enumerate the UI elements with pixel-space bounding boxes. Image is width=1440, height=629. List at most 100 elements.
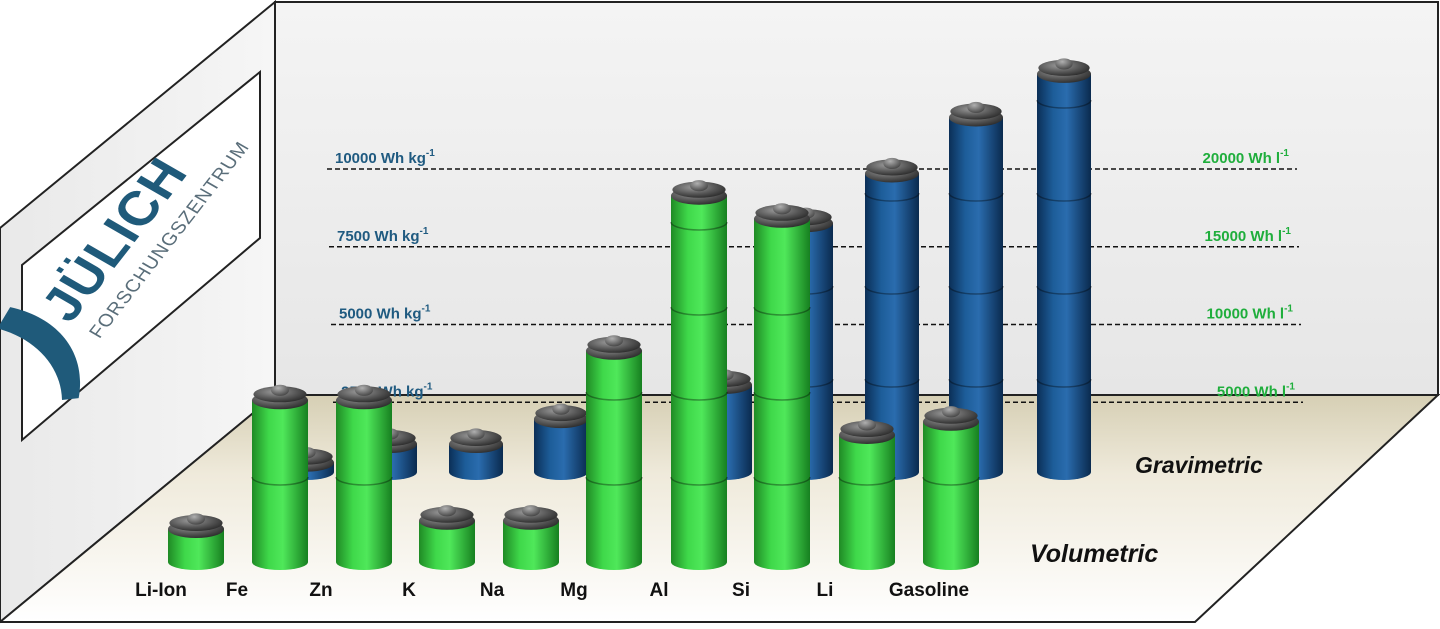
gravimetric-bar-body (865, 173, 919, 480)
volumetric-bar-al (670, 180, 728, 570)
right-tick-superscript: -1 (1286, 381, 1295, 392)
gravimetric-bar-seam (948, 192, 1004, 202)
volumetric-bar-body (419, 520, 475, 570)
volumetric-bar-mg (585, 335, 643, 570)
category-label-si: Si (732, 580, 750, 601)
gravimetric-bar-li (948, 101, 1004, 481)
gravimetric-bar-seam (1036, 192, 1092, 202)
volumetric-bar-seam (838, 476, 896, 486)
volumetric-bar-terminal (355, 384, 373, 396)
gravimetric-bar-seam (1036, 285, 1092, 295)
left-tick-superscript: -1 (426, 148, 435, 159)
left-tick-superscript: -1 (424, 381, 433, 392)
gravimetric-bar-terminal (552, 403, 570, 415)
volumetric-bar-seam (585, 391, 643, 401)
volumetric-bar-terminal (438, 505, 456, 517)
volumetric-bar-li-ion (168, 513, 224, 570)
category-label-al: Al (650, 580, 669, 601)
volumetric-bar-seam (335, 476, 393, 486)
volumetric-bar-seam (753, 306, 811, 316)
category-label-mg: Mg (560, 580, 587, 601)
gravimetric-bar-terminal (1055, 58, 1073, 70)
right-tick-label: 15000 Wh l-1 (1205, 226, 1292, 245)
volumetric-bar-zn (335, 384, 393, 570)
gravimetric-bar-gasoline (1036, 58, 1092, 481)
volumetric-bar-seam (670, 391, 728, 401)
right-tick-superscript: -1 (1282, 226, 1291, 237)
volumetric-bar-na (503, 505, 559, 570)
category-label-li: Li (817, 580, 834, 601)
volumetric-bar-seam (753, 391, 811, 401)
row-label-volumetric: Volumetric (1030, 540, 1158, 568)
gravimetric-bar-seam (864, 285, 920, 295)
gravimetric-bar-terminal (883, 157, 901, 170)
gravimetric-bar-body (449, 444, 503, 480)
right-tick-label: 20000 Wh l-1 (1203, 148, 1290, 167)
category-labels: Li-Ion Fe Zn K Na Mg Al Si Li Gasoline (135, 580, 969, 601)
volumetric-bar-k (419, 505, 475, 570)
gravimetric-bar-si (864, 157, 920, 480)
bars (168, 58, 1092, 571)
category-label-fe: Fe (226, 580, 248, 601)
volumetric-bar-terminal (271, 384, 289, 396)
logo-mark-icon (0, 307, 80, 400)
left-tick-label: 5000 Wh kg-1 (339, 304, 431, 323)
category-label-zn: Zn (309, 580, 332, 601)
gravimetric-bar-body (534, 419, 588, 480)
category-label-li-ion: Li-Ion (135, 580, 187, 601)
category-label-k: K (402, 580, 416, 601)
left-tick-superscript: -1 (422, 304, 431, 315)
gravimetric-bar-terminal (967, 101, 985, 114)
right-tick-label: 5000 Wh l-1 (1217, 381, 1296, 400)
gravimetric-bar-seam (1036, 378, 1092, 388)
volumetric-bar-body (586, 350, 642, 570)
volumetric-bar-terminal (187, 513, 205, 525)
right-tick-superscript: -1 (1280, 148, 1289, 159)
volumetric-bar-body (671, 195, 727, 570)
gravimetric-bar-seam (864, 192, 920, 202)
volumetric-bar-terminal (773, 203, 791, 215)
volumetric-bar-terminal (858, 419, 876, 431)
left-tick-superscript: -1 (420, 226, 429, 237)
volumetric-bar-terminal (690, 180, 708, 192)
volumetric-bar-body (252, 400, 308, 570)
gravimetric-bar-seam (864, 378, 920, 388)
volumetric-bar-body (336, 400, 392, 570)
right-axis: 5000 Wh l-1 10000 Wh l-1 15000 Wh l-1 20000… (1203, 148, 1296, 400)
volumetric-bar-seam (585, 476, 643, 486)
volumetric-bar-seam (670, 476, 728, 486)
category-label-na: Na (480, 580, 505, 601)
volumetric-bar-terminal (942, 406, 960, 418)
gravimetric-bar-seam (948, 378, 1004, 388)
gravimetric-bar-k (449, 428, 503, 480)
volumetric-bar-body (754, 218, 810, 571)
left-tick-label: 10000 Wh kg-1 (335, 148, 435, 167)
volumetric-bar-seam (753, 476, 811, 486)
volumetric-bar-fe (251, 384, 309, 570)
right-tick-label: 10000 Wh l-1 (1207, 304, 1294, 323)
left-tick-label: 7500 Wh kg-1 (337, 226, 429, 245)
volumetric-bar-terminal (522, 505, 540, 517)
category-label-gasoline: Gasoline (889, 580, 969, 601)
volumetric-bar-body (923, 421, 979, 570)
gravimetric-bar-seam (948, 285, 1004, 295)
volumetric-bar-seam (251, 476, 309, 486)
back-wall (274, 1, 1439, 396)
volumetric-bar-seam (922, 476, 980, 486)
gravimetric-bar-terminal (467, 428, 485, 440)
right-tick-superscript: -1 (1284, 304, 1293, 315)
gravimetric-bar-body (949, 117, 1003, 481)
volumetric-bar-gasoline (922, 406, 980, 570)
volumetric-bar-seam (670, 221, 728, 231)
gravimetric-bar-seam (1036, 99, 1092, 109)
gravimetric-bar-body (1037, 73, 1091, 481)
volumetric-bar-terminal (605, 335, 623, 347)
row-label-gravimetric: Gravimetric (1135, 452, 1263, 478)
logo-panel (21, 69, 261, 443)
volumetric-bar-body (168, 529, 224, 570)
volumetric-bar-si (753, 203, 811, 571)
volumetric-bar-body (839, 434, 895, 570)
volumetric-bar-seam (670, 306, 728, 316)
